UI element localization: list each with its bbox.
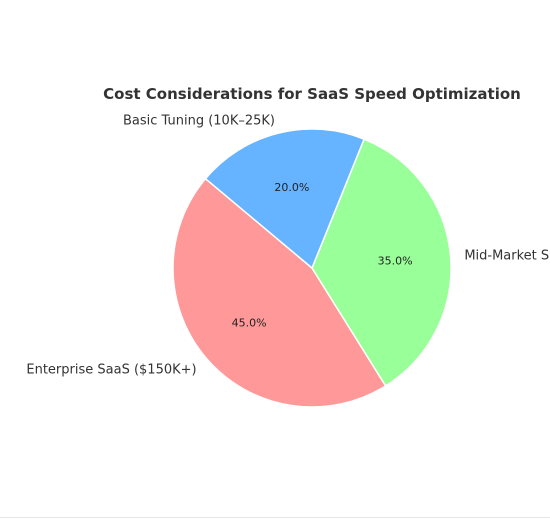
chart-title: Cost Considerations for SaaS Speed Optim… bbox=[103, 85, 521, 103]
pie-category-label-1: Mid-Market SaaS (30K–100K) bbox=[464, 249, 550, 264]
pie-pct-label-1: 35.0% bbox=[378, 255, 413, 268]
pie-slice-1 bbox=[311, 138, 452, 387]
pie-pct-label-0: 45.0% bbox=[232, 317, 267, 330]
pie-category-label-2: Basic Tuning (10K–25K) bbox=[123, 114, 275, 129]
bottom-divider bbox=[0, 517, 550, 518]
pie-category-label-0: Enterprise SaaS ($150K+) bbox=[26, 362, 196, 377]
pie-slices bbox=[172, 128, 452, 408]
pie-pct-label-2: 20.0% bbox=[274, 181, 309, 194]
pie-slice-2 bbox=[204, 128, 366, 270]
pie-slice-0 bbox=[172, 177, 387, 408]
pie-labels: 45.0% Enterprise SaaS ($150K+) 35.0% Mid-Ma… bbox=[26, 114, 550, 378]
